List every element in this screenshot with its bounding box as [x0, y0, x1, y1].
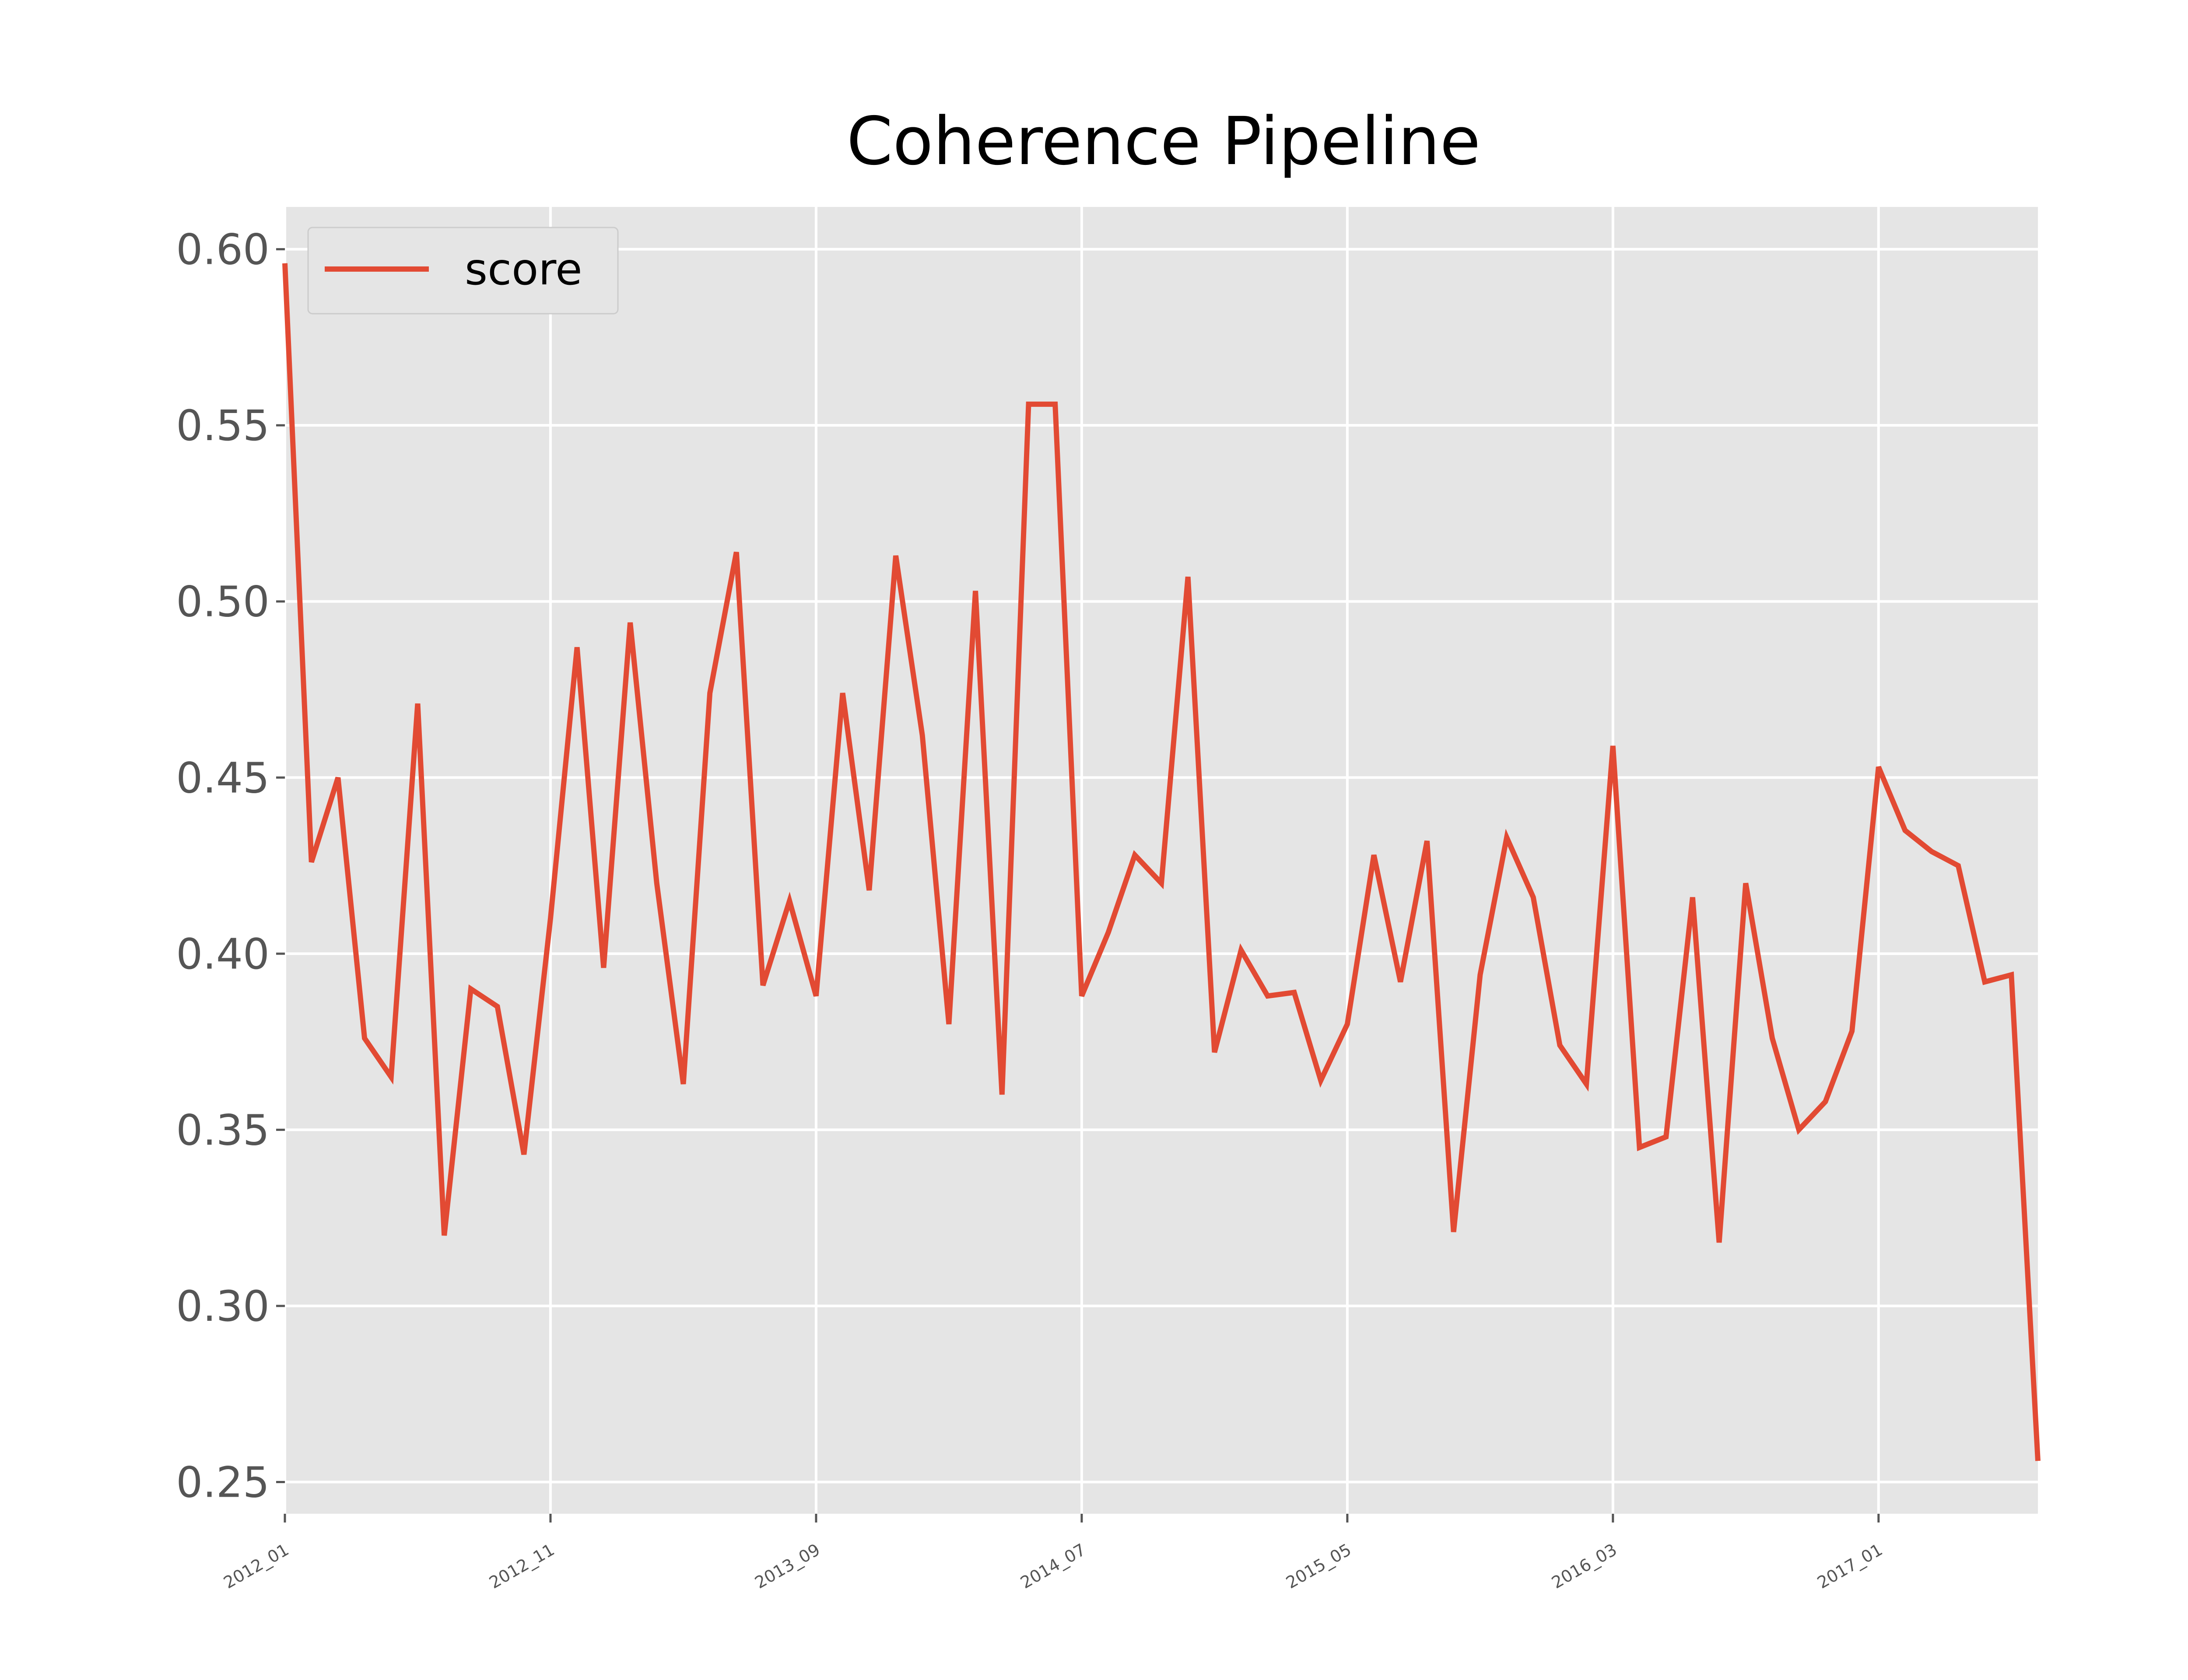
chart-title: Coherence Pipeline [847, 103, 1481, 180]
y-tick-label: 0.55 [176, 401, 270, 450]
x-tick-label: 2017_01 [1814, 1540, 1886, 1592]
y-axis: 0.25 0.30 0.35 0.40 0.45 0.50 0.55 0.60 [176, 225, 285, 1507]
y-tick-label: 0.50 [176, 578, 270, 626]
x-tick-label: 2014_07 [1017, 1540, 1089, 1592]
legend: score [307, 227, 619, 315]
y-tick-label: 0.25 [176, 1458, 270, 1507]
x-axis: 2012_01 2012_11 2013_09 2014_07 2015_05 2016_… [220, 1514, 1886, 1592]
x-tick-label: 2012_01 [220, 1540, 292, 1592]
y-tick-label: 0.30 [176, 1282, 270, 1331]
x-tick-label: 2013_09 [751, 1540, 823, 1592]
series-line-score [282, 263, 2041, 1461]
y-tick-label: 0.60 [176, 225, 270, 274]
legend-box [307, 227, 619, 315]
x-tick-label: 2015_05 [1283, 1540, 1354, 1592]
series-group [282, 263, 2041, 1461]
y-tick-label: 0.45 [176, 753, 270, 802]
y-tick-label: 0.40 [176, 930, 270, 979]
x-tick-label: 2012_11 [486, 1540, 558, 1592]
x-tick-label: 2016_03 [1548, 1540, 1620, 1592]
y-tick-label: 0.35 [176, 1106, 270, 1155]
legend-label-score: score [465, 244, 582, 295]
